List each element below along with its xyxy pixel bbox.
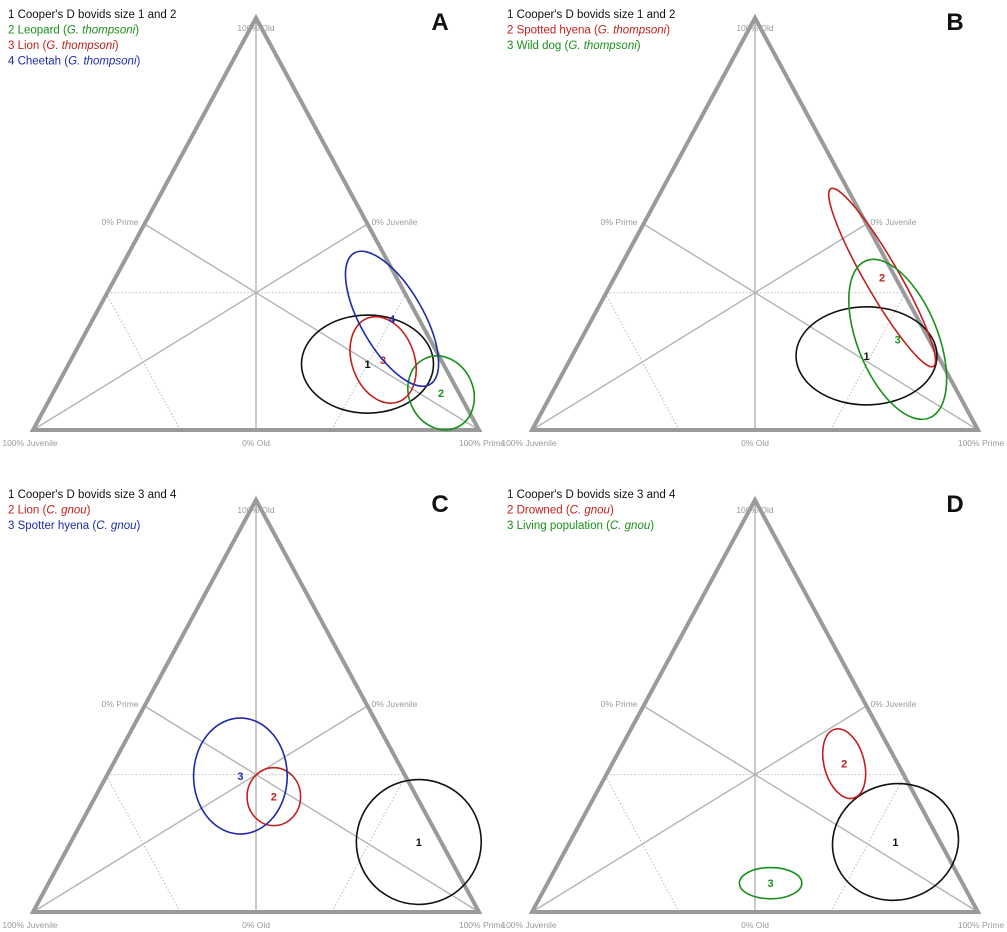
panel-label: C [431, 491, 448, 518]
panel-label: A [431, 9, 448, 36]
region-number-1: 1 [892, 837, 898, 849]
ternary-panel-d: 100% Old 100% Juvenile 100% Prime 0% Old 0% … [501, 489, 1004, 930]
vertex-label-top: 100% Old [237, 505, 275, 515]
region-number-2: 2 [879, 273, 885, 285]
legend-item: 2 Leopard (G. thompsoni) [8, 25, 139, 37]
region-ellipse-1 [831, 782, 960, 902]
vertex-label-bottom-left: 100% Juvenile [501, 438, 557, 448]
median-line [643, 705, 979, 913]
species-name: G. thompsoni [46, 40, 115, 52]
species-name: C. gnou [46, 505, 87, 517]
region-number-1: 1 [863, 351, 869, 363]
ternary-panel-b: 100% Old 100% Juvenile 100% Prime 0% Old 0% … [501, 9, 1004, 448]
legend-item: 3 Living population (C. gnou) [507, 520, 654, 532]
triangle-frame [29, 13, 483, 432]
region-ellipse-1 [355, 778, 483, 906]
vertex-label-top: 100% Old [736, 23, 774, 33]
vertex-label-right-mid: 0% Juvenile [871, 217, 917, 227]
region-number-3: 3 [768, 878, 774, 890]
species-name: G. thompsoni [67, 25, 136, 37]
species-name: C. gnou [570, 505, 611, 517]
legend-item: 2 Lion (C. gnou) [8, 505, 91, 517]
region-ellipse-2 [246, 766, 302, 827]
vertex-label-right-mid: 0% Juvenile [372, 217, 418, 227]
median-line [144, 223, 480, 431]
vertex-label-left-mid: 0% Prime [102, 699, 139, 709]
legend-item: 1 Cooper's D bovids size 1 and 2 [8, 9, 176, 21]
region-ellipse-1 [795, 305, 938, 406]
region-ellipse-1 [300, 314, 435, 414]
vertex-label-bottom-right: 100% Prime [459, 438, 506, 448]
species-name: C. gnou [610, 520, 651, 532]
region-number-1: 1 [364, 359, 370, 371]
region-number-2: 2 [271, 792, 277, 804]
vertex-label-left-mid: 0% Prime [601, 699, 638, 709]
vertex-label-right-mid: 0% Juvenile [372, 699, 418, 709]
vertex-label-bottom-mid: 0% Old [741, 920, 769, 930]
region-ellipse-2 [821, 728, 867, 800]
region-ellipse-3 [192, 717, 289, 835]
species-name: G. thompsoni [568, 40, 637, 52]
panel-label: B [946, 9, 963, 36]
median-line [643, 223, 979, 431]
region-ellipse-3 [738, 866, 803, 900]
median-line [32, 223, 368, 431]
region-ellipse-2 [407, 355, 476, 431]
ternary-panel-c: 100% Old 100% Juvenile 100% Prime 0% Old 0% … [2, 489, 505, 930]
median-line [531, 223, 867, 431]
legend-item: 1 Cooper's D bovids size 1 and 2 [507, 9, 675, 21]
median-line [144, 705, 480, 913]
legend-item: 1 Cooper's D bovids size 3 and 4 [8, 489, 177, 501]
vertex-label-bottom-right: 100% Prime [958, 438, 1005, 448]
legend-item: 3 Spotter hyena (C. gnou) [8, 520, 141, 532]
vertex-label-bottom-right: 100% Prime [958, 920, 1005, 930]
region-ellipse-3 [349, 315, 417, 405]
vertex-label-bottom-mid: 0% Old [741, 438, 769, 448]
region-ellipse-3 [848, 258, 948, 421]
vertex-label-bottom-right: 100% Prime [459, 920, 506, 930]
species-name: C. gnou [96, 520, 137, 532]
region-number-1: 1 [416, 837, 422, 849]
vertex-label-right-mid: 0% Juvenile [871, 699, 917, 709]
vertex-label-bottom-left: 100% Juvenile [501, 920, 557, 930]
median-line [32, 705, 368, 913]
vertex-label-bottom-mid: 0% Old [242, 920, 270, 930]
triangle-frame [528, 495, 982, 914]
region-ellipse-4 [344, 250, 440, 388]
species-name: G. thompsoni [598, 25, 667, 37]
legend-item: 3 Lion (G. thompsoni) [8, 40, 119, 52]
median-line [531, 705, 867, 913]
legend-item: 3 Wild dog (G. thompsoni) [507, 40, 641, 52]
vertex-label-bottom-left: 100% Juvenile [2, 438, 58, 448]
vertex-label-left-mid: 0% Prime [601, 217, 638, 227]
triangle-frame [29, 495, 483, 914]
vertex-label-left-mid: 0% Prime [102, 217, 139, 227]
legend-item: 2 Spotted hyena (G. thompsoni) [507, 25, 670, 37]
vertex-label-top: 100% Old [736, 505, 774, 515]
panel-label: D [946, 491, 963, 518]
region-number-4: 4 [389, 314, 396, 326]
region-number-2: 2 [438, 388, 444, 400]
vertex-label-bottom-left: 100% Juvenile [2, 920, 58, 930]
ternary-panel-a: 100% Old 100% Juvenile 100% Prime 0% Old 0% … [2, 9, 505, 448]
legend-item: 4 Cheetah (G. thompsoni) [8, 56, 141, 68]
triangle-frame [528, 13, 982, 432]
region-number-2: 2 [841, 759, 847, 771]
vertex-label-top: 100% Old [237, 23, 275, 33]
legend-item: 2 Drowned (C. gnou) [507, 505, 614, 517]
legend-item: 1 Cooper's D bovids size 3 and 4 [507, 489, 676, 501]
species-name: G. thompsoni [68, 56, 137, 68]
vertex-label-bottom-mid: 0% Old [242, 438, 270, 448]
region-number-3: 3 [237, 771, 243, 783]
region-number-3: 3 [895, 334, 901, 346]
